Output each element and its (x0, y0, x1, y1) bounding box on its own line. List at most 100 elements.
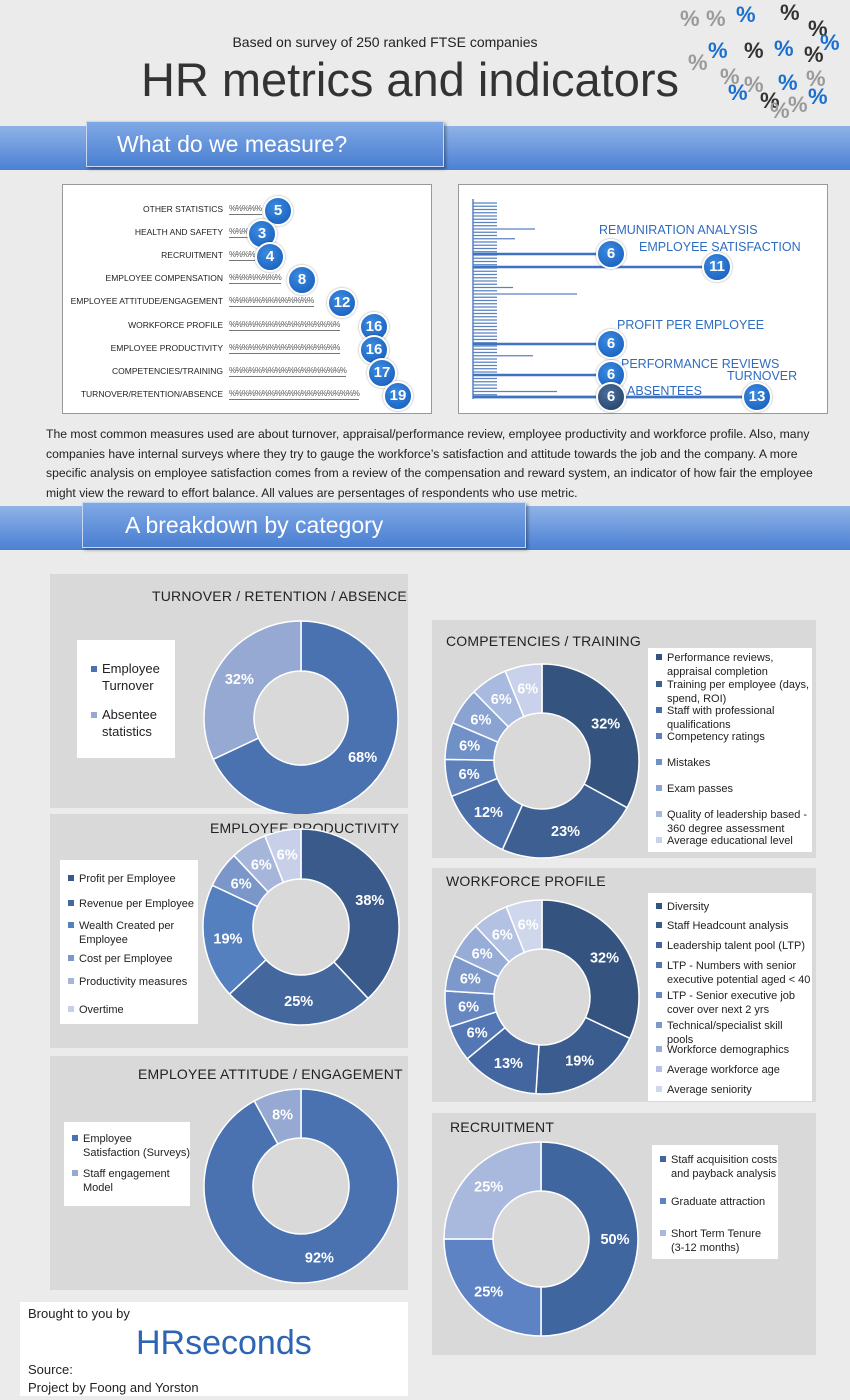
measure-label: EMPLOYEE COMPENSATION (105, 273, 223, 284)
legend-label: Competency ratings (667, 731, 765, 743)
legend-label: Mistakes (667, 757, 711, 769)
donut-legend: Employee Satisfaction (Surveys) Staff enga… (64, 1122, 190, 1206)
donut-value-label: 23% (551, 824, 580, 840)
intro-line: companies have internal surveys where th… (46, 446, 798, 461)
donut-title: RECRUITMENT (450, 1119, 555, 1135)
measure-bar: %%%%%%%%%%%%%%%%% (229, 342, 340, 354)
donut-legend: Performance reviews, appraisal completion… (648, 648, 812, 852)
legend-swatch (91, 712, 97, 718)
legend-label: Diversity (667, 901, 710, 913)
legend-label: Staff engagement (83, 1168, 170, 1180)
donut-value-label: 19% (565, 1054, 594, 1070)
donut-chart: 92% 8% (203, 1088, 399, 1284)
donut-value-label: 6% (460, 972, 481, 988)
donut-value-label: 12% (474, 805, 503, 821)
legend-swatch (68, 978, 74, 984)
donut-value-label: 32% (591, 716, 620, 732)
measure-label: COMPETENCIES/TRAINING (112, 365, 223, 376)
legend-label: appraisal completion (667, 666, 768, 678)
page-title: HR metrics and indicators (140, 53, 680, 106)
measure-value-bubble: 17 (367, 357, 397, 388)
legend-swatch (656, 903, 662, 909)
measure-value-bubble: 8 (287, 265, 317, 296)
measure-bar: %%%%%%%%%%%%% (229, 296, 314, 308)
legend-label: Leadership talent pool (LTP) (667, 940, 805, 952)
legend-label: Overtime (79, 1004, 124, 1016)
section-title-breakdown: A breakdown by category (82, 502, 526, 548)
legend-label: Revenue per Employee (79, 898, 194, 910)
legend-label: Absentee (102, 707, 157, 722)
legend-item: Staff with professional qualifications (656, 704, 774, 732)
donut-hole (254, 880, 348, 974)
legend-item: Leadership talent pool (LTP) (656, 939, 805, 953)
legend-item: Exam passes (656, 782, 733, 796)
legend-item: Performance reviews, appraisal completion (656, 651, 773, 679)
legend-label: Staff with professional (667, 705, 775, 717)
legend-swatch (656, 1086, 662, 1092)
percent-symbol: % (688, 50, 708, 75)
donut-value-label: 92% (305, 1251, 334, 1267)
legend-item: Technical/specialist skill pools (656, 1019, 783, 1047)
percent-symbol: % (720, 64, 740, 89)
percent-symbol: % (736, 2, 756, 27)
metric-value-bubble: 6 (596, 329, 626, 359)
legend-label: LTP - Numbers with senior (667, 960, 797, 972)
legend-item: Training per employee (days, spend, ROI) (656, 678, 809, 706)
legend-item: Employee Satisfaction (Surveys) (72, 1132, 190, 1160)
donut-slice (443, 1238, 542, 1337)
measure-label: RECRUITMENT (161, 250, 223, 261)
legend-item: Short Term Tenure (3-12 months) (660, 1227, 761, 1255)
legend-item: Average workforce age (656, 1063, 780, 1077)
donut-value-label: 68% (348, 750, 377, 766)
legend-item: Employee Turnover (91, 660, 160, 694)
donut-chart: 38% 25% 19% 6% 6% 6% (202, 828, 400, 1026)
measure-label: EMPLOYEE ATTITUDE/ENGAGEMENT (70, 296, 223, 307)
measure-label: HEALTH AND SAFETY (134, 227, 223, 238)
donut-slice (203, 1088, 399, 1284)
legend-item: Workforce demographics (656, 1043, 789, 1057)
donut-value-label: 25% (284, 994, 313, 1010)
legend-swatch (656, 681, 662, 687)
donut-title: EMPLOYEE PRODUCTIVITY (210, 820, 400, 836)
measure-label: OTHER STATISTICS (143, 204, 223, 214)
legend-label: Graduate attraction (671, 1196, 766, 1208)
intro-line: specific analysis on employee satisfacti… (46, 466, 813, 480)
donut-value-label: 6% (517, 681, 538, 697)
legend-item: LTP - Numbers with senior executive poten… (656, 959, 810, 987)
donut-value-label: 32% (225, 672, 254, 688)
legend-item: Staff acquisition costs and payback analy… (660, 1153, 777, 1181)
metric-value-bubble: 6 (596, 239, 626, 269)
legend-label: Staff acquisition costs (671, 1154, 778, 1166)
legend-swatch (68, 900, 74, 906)
source-text: Project by Foong and Yorston (28, 1380, 199, 1395)
measure-label: WORKFORCE PROFILE (128, 319, 223, 330)
percent-symbol: % (680, 6, 700, 31)
percent-symbol-cloud: %%%%%%%%%%%%%%%%%%%% (670, 0, 850, 125)
legend-label: pools (667, 1034, 694, 1046)
donut-title: COMPETENCIES / TRAINING (446, 633, 641, 649)
legend-label: and payback analysis (671, 1168, 777, 1180)
donut-value-label: 6% (459, 739, 480, 755)
donut-legend: Diversity Staff Headcount analysis Leaders… (648, 893, 812, 1101)
legend-item: Absentee statistics (91, 706, 157, 740)
legend-label: LTP - Senior executive job (667, 990, 795, 1002)
donut-value-label: 6% (492, 928, 513, 944)
survey-subtitle: Based on survey of 250 ranked FTSE compa… (232, 34, 538, 50)
donut-value-label: 38% (355, 893, 384, 909)
legend-label: Short Term Tenure (671, 1228, 762, 1240)
legend-item: Staff engagement Model (72, 1167, 170, 1195)
legend-item: Profit per Employee (68, 872, 176, 886)
donut-chart: 68% 32% (203, 620, 399, 816)
intro-line: might view the reward to effort balance.… (46, 485, 578, 500)
donut-legend: Profit per Employee Revenue per Employee W… (60, 860, 198, 1024)
brand-name: HRseconds (136, 1324, 312, 1362)
measure-value-bubble: 12 (327, 288, 357, 319)
donut-hole (255, 672, 347, 764)
legend-label: qualifications (667, 719, 731, 731)
legend-item: Average seniority (656, 1083, 752, 1097)
legend-label: Employee (79, 934, 128, 946)
donut-value-label: 6% (251, 858, 272, 874)
donut-slice (212, 620, 399, 816)
legend-swatch (656, 922, 662, 928)
donut-slice (504, 663, 543, 718)
